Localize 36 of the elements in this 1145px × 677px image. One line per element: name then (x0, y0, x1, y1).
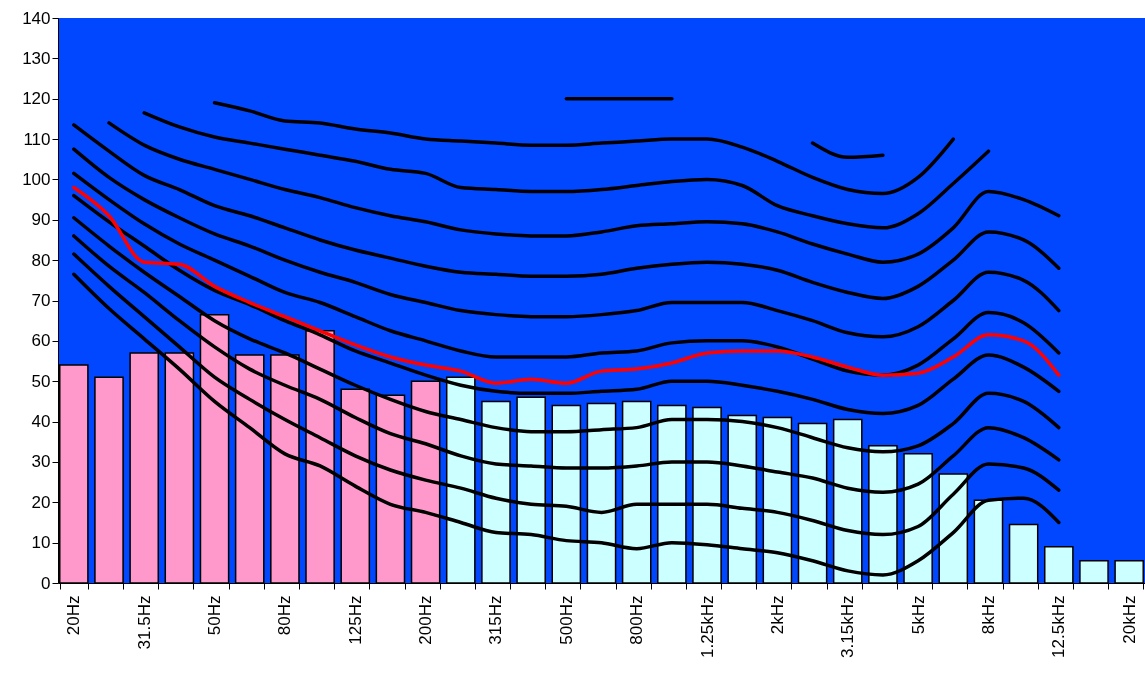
x-tick-label: 200Hz (416, 595, 436, 645)
line-series (72, 147, 1061, 339)
x-tick-label: 3.15kHz (838, 595, 858, 658)
y-tick-label: 20 (31, 492, 51, 512)
y-tick-label: 50 (31, 371, 51, 391)
x-tick-label: 2kHz (767, 595, 787, 635)
x-tick-label: 31.5Hz (134, 595, 154, 650)
y-tick-label: 90 (31, 210, 51, 230)
line-series (142, 111, 991, 230)
y-tick-label: 30 (31, 452, 51, 472)
x-tick-label: 125Hz (345, 595, 365, 645)
y-tick-label: 130 (22, 48, 51, 68)
y-tick-label: 100 (22, 169, 51, 189)
y-tick-label: 10 (31, 533, 51, 553)
y-tick-label: 80 (31, 250, 51, 270)
y-tick-label: 140 (22, 8, 51, 28)
x-tick-label: 80Hz (275, 595, 295, 636)
y-tick-label: 60 (31, 331, 51, 351)
x-tick-label: 5kHz (908, 595, 928, 635)
x-tick-label: 12.5kHz (1049, 595, 1069, 658)
x-tick-label: 20Hz (64, 595, 84, 636)
y-tick-label: 120 (22, 89, 51, 109)
y-tick-label: 110 (23, 129, 51, 149)
y-tick-label: 0 (41, 573, 51, 593)
x-tick-label: 500Hz (556, 595, 576, 645)
x-tick-label: 800Hz (627, 595, 647, 645)
x-tick-label: 315Hz (486, 595, 506, 645)
x-tick-label: 50Hz (205, 595, 225, 636)
x-tick-label: 1.25kHz (697, 595, 717, 658)
x-tick-label: 8kHz (978, 595, 998, 635)
x-tick-label: 20kHz (1119, 595, 1139, 644)
y-tick-label: 40 (31, 412, 51, 432)
line-series (107, 121, 1061, 264)
line-series (72, 123, 1061, 301)
y-tick-label: 70 (31, 291, 51, 310)
line-series (212, 101, 956, 196)
